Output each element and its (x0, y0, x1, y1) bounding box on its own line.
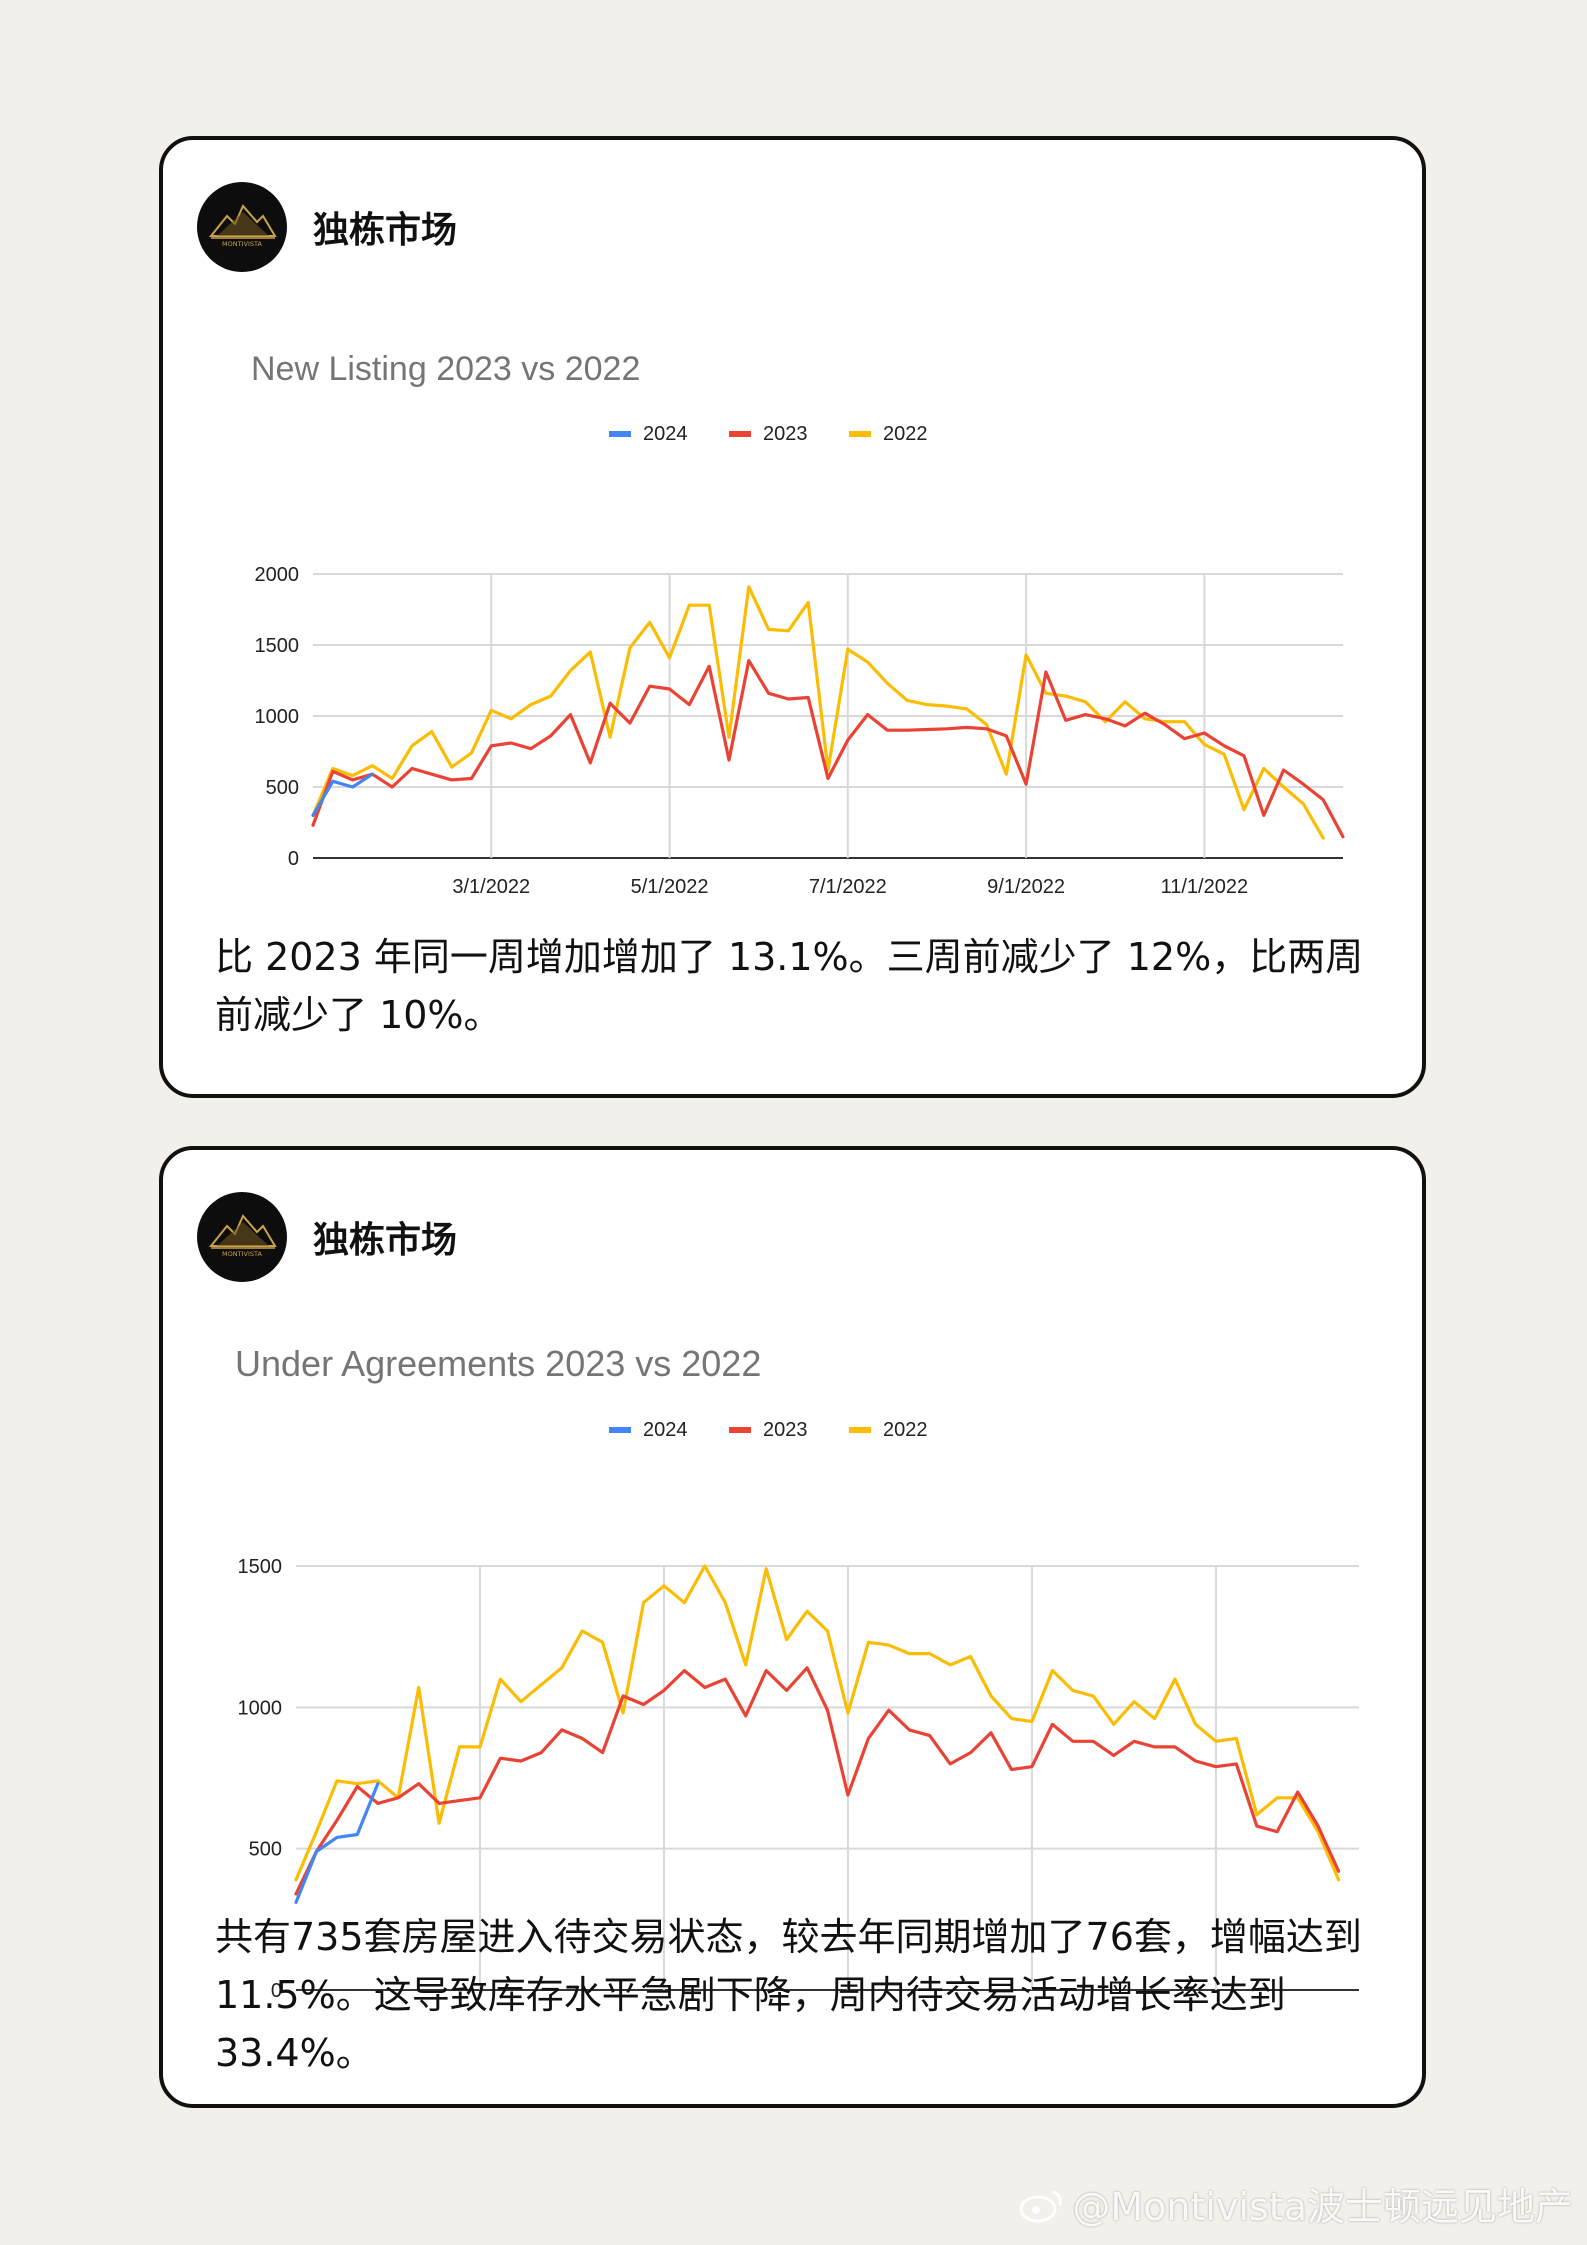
y-tick-label: 500 (266, 777, 299, 799)
card-header: MONTIVISTA 独栋市场 (197, 182, 457, 272)
y-tick-label: 1000 (238, 1697, 283, 1719)
logo-text: MONTIVISTA (222, 1250, 262, 1258)
series-line-2024 (311, 772, 374, 818)
under-agreements-chart: Under Agreements 2023 vs 2022 2024 2023 202… (235, 1343, 1359, 2000)
x-tick-label: 11/1/2022 (1161, 876, 1249, 898)
series-line-2022 (311, 585, 1325, 840)
chart-title: Under Agreements 2023 vs 2022 (235, 1343, 761, 1384)
x-tick-label: 7/1/2022 (809, 876, 887, 898)
chart-caption: 共有735套房屋进入待交易状态，较去年同期增加了76套，增幅达到11.5%。这导… (215, 1915, 1362, 2075)
montivista-logo: MONTIVISTA (197, 1192, 287, 1282)
series-line-2022 (294, 1564, 1341, 1882)
y-tick-label: 2000 (255, 564, 300, 586)
legend-label-2022: 2022 (883, 1419, 928, 1441)
logo-text: MONTIVISTA (222, 240, 262, 248)
y-tick-label: 1000 (255, 706, 300, 728)
card-header: MONTIVISTA 独栋市场 (197, 1192, 457, 1282)
new-listing-chart: New Listing 2023 vs 2022 2024 2023 2022 0 500… (251, 350, 1345, 898)
y-tick-label: 1500 (255, 635, 300, 657)
weibo-watermark: @Montivista波士顿远见地产 (1018, 2176, 1573, 2231)
new-listing-card: MONTIVISTA 独栋市场 New Listing 2023 vs 2022… (159, 136, 1426, 1098)
chart-title: New Listing 2023 vs 2022 (251, 350, 640, 388)
legend-label-2023: 2023 (763, 1419, 808, 1441)
section-title: 独栋市场 (313, 1220, 458, 1261)
legend-label-2024: 2024 (643, 1419, 688, 1441)
x-tick-label: 5/1/2022 (631, 876, 709, 898)
series-line-2023 (311, 659, 1345, 839)
legend-label-2024: 2024 (643, 423, 688, 445)
watermark-text: @Montivista波士顿远见地产 (1072, 2185, 1573, 2229)
y-tick-label: 0 (271, 1980, 282, 2000)
weibo-icon (1019, 2190, 1063, 2222)
y-tick-label: 0 (288, 848, 299, 870)
montivista-logo: MONTIVISTA (197, 182, 287, 272)
series-line-2023 (294, 1666, 1341, 1896)
legend-label-2023: 2023 (763, 423, 808, 445)
under-agreements-card: MONTIVISTA 独栋市场 Under Agreements 2023 vs… (159, 1146, 1426, 2108)
series-line-2024 (294, 1782, 380, 1905)
y-tick-label: 1500 (238, 1556, 283, 1578)
y-tick-label: 500 (249, 1839, 282, 1861)
x-tick-label: 9/1/2022 (987, 876, 1065, 898)
chart-caption: 比 2023 年同一周增加增加了 13.1%。三周前减少了 12%，比两周前减少… (215, 935, 1364, 1037)
legend-label-2022: 2022 (883, 423, 928, 445)
section-title: 独栋市场 (313, 210, 458, 251)
x-tick-label: 3/1/2022 (452, 876, 530, 898)
